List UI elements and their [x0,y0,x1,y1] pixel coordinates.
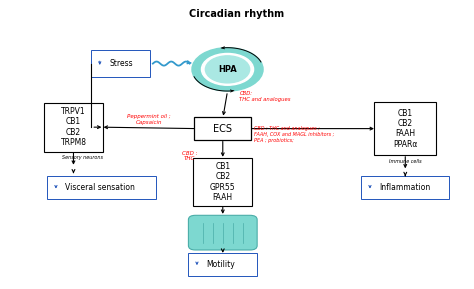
Text: TRPV1
CB1
CB2
TRPM8: TRPV1 CB1 CB2 TRPM8 [61,107,86,147]
Text: Motility: Motility [206,260,235,269]
Circle shape [201,53,254,85]
FancyBboxPatch shape [374,102,436,155]
Text: Visceral sensation: Visceral sensation [65,183,135,192]
FancyBboxPatch shape [194,117,251,140]
Text: Stress: Stress [109,59,133,68]
Text: Sensory neurons: Sensory neurons [63,155,103,160]
Text: Circadian rhythm: Circadian rhythm [190,10,284,19]
Text: CBD :
THC: CBD : THC [182,151,197,162]
FancyBboxPatch shape [44,103,103,152]
Circle shape [205,56,250,83]
FancyBboxPatch shape [47,176,156,199]
FancyBboxPatch shape [188,215,257,250]
Text: CBD:
THC and analogues: CBD: THC and analogues [239,91,291,102]
Text: Immune cells: Immune cells [389,159,421,164]
FancyBboxPatch shape [361,176,449,199]
Text: Inflammation: Inflammation [379,183,430,192]
Text: CB1
CB2
GPR55
FAAH: CB1 CB2 GPR55 FAAH [210,162,236,202]
Text: Peppermint oil ;
Capsaicin: Peppermint oil ; Capsaicin [128,114,171,125]
FancyBboxPatch shape [188,253,257,276]
Circle shape [192,48,263,91]
Text: CBD : THC and analogues ;
FAAH, COX and MAGL inhibitors ;
PEA ; probiotics;: CBD : THC and analogues ; FAAH, COX and … [254,126,334,143]
Text: HPA: HPA [218,65,237,74]
Text: CB1
CB2
FAAH
PPARα: CB1 CB2 FAAH PPARα [393,108,418,149]
Text: ECS: ECS [213,124,232,134]
FancyBboxPatch shape [193,158,252,206]
FancyBboxPatch shape [91,50,151,77]
